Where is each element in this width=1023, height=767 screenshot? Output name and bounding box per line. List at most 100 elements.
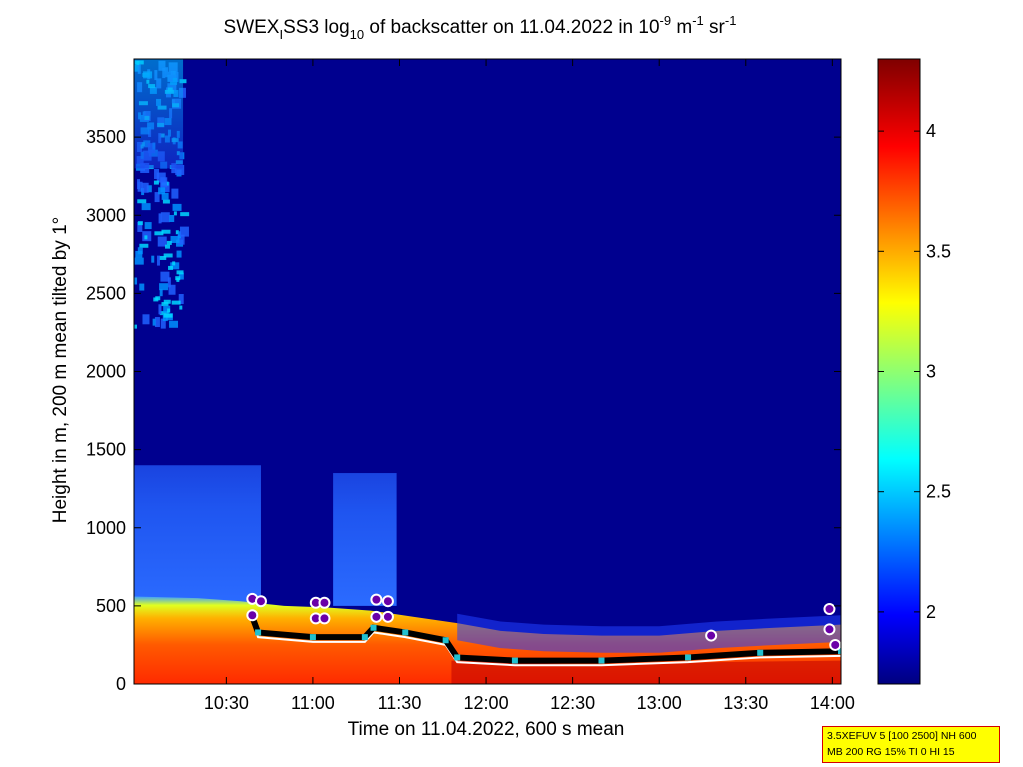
cloud-marker (254, 595, 267, 608)
layer-height-marker (309, 634, 316, 641)
layer-height-marker (511, 657, 518, 664)
dust-speckle (179, 305, 183, 310)
title-exp3: -1 (725, 13, 737, 28)
colorbar-gradient (877, 58, 921, 685)
dust-speckle (134, 324, 137, 329)
dust-speckle (160, 318, 166, 329)
x-tick-label: 12:30 (550, 693, 595, 713)
y-tick-label: 1500 (86, 440, 126, 460)
info-box-line-2: MB 200 RG 15% TI 0 HI 15 (827, 746, 955, 758)
y-tick-label: 1000 (86, 518, 126, 538)
cloud-marker (318, 612, 331, 625)
dust-speckle (137, 181, 143, 192)
dust-speckle (160, 212, 170, 223)
layer-height-marker (255, 629, 262, 636)
dust-speckle (177, 231, 181, 239)
dust-speckle (141, 182, 149, 193)
x-tick-label: 11:30 (378, 693, 422, 713)
dust-speckle (163, 305, 171, 313)
dust-speckle (142, 314, 150, 325)
dust-speckle (151, 255, 155, 263)
dust-speckle (169, 320, 179, 328)
x-tick-label: 12:00 (464, 693, 509, 713)
dust-speckle (156, 255, 160, 266)
dust-speckle (165, 244, 171, 249)
dust-speckle (173, 211, 177, 216)
dust-speckle (137, 221, 143, 232)
dust-speckle (137, 179, 141, 190)
dust-speckle (171, 300, 181, 305)
dust-speckle (161, 229, 171, 234)
dust-speckle (144, 222, 152, 230)
cloud-marker (370, 610, 383, 623)
dust-speckle (153, 180, 159, 185)
dust-speckle (163, 313, 173, 318)
colorbar-tick-label: 2 (926, 602, 936, 622)
dust-speckle (170, 262, 180, 270)
dust-speckle (159, 289, 163, 297)
info-box-line-1: 3.5XEFUV 5 [100 2500] NH 600 (827, 730, 977, 742)
colorbar-tick-label: 3 (926, 362, 936, 382)
dust-speckle (167, 308, 171, 313)
title-log-sub: 10 (350, 27, 364, 42)
upper-dust-plume (134, 59, 184, 169)
dust-speckle (168, 265, 174, 270)
dust-speckle (166, 240, 172, 245)
title-prefix: SWEX (224, 17, 280, 38)
colorbar-tick-label: 2.5 (926, 482, 951, 502)
dust-speckle (137, 221, 143, 226)
dust-speckle (158, 213, 162, 224)
dust-speckle (162, 199, 170, 204)
dust-speckle (163, 253, 173, 258)
dust-speckle (175, 164, 185, 175)
layer-height-marker (370, 624, 377, 631)
dust-speckle (154, 168, 160, 179)
y-tick-label: 0 (116, 674, 126, 694)
dust-speckle (134, 257, 144, 265)
blue-plume-1 (134, 465, 261, 606)
dust-speckle (137, 199, 147, 204)
dust-speckle (160, 271, 170, 282)
title-text: of backscatter on 11.04.2022 in 10 (364, 17, 659, 38)
info-box: 3.5XEFUV 5 [100 2500] NH 600 MB 200 RG 1… (822, 726, 1000, 763)
layer-height-marker (442, 637, 449, 644)
chart-title: SWEXISS3 log10 of backscatter on 11.04.2… (224, 13, 737, 42)
dust-speckle (169, 214, 175, 222)
lower-dark-red-region (451, 660, 841, 684)
y-tick-label: 2500 (86, 283, 126, 303)
dust-speckle (159, 255, 167, 260)
layer-height-marker (361, 634, 368, 641)
layer-height-marker (757, 649, 764, 656)
cloud-marker (381, 610, 394, 623)
dust-speckle (172, 261, 176, 266)
title-unit-sr: sr (704, 17, 726, 38)
dust-speckle (152, 318, 156, 326)
title-exp1: -9 (660, 13, 672, 28)
cloud-marker (829, 638, 841, 651)
dust-speckle (139, 243, 149, 248)
x-axis: 10:30 11:00 11:30 12:00 12:30 13:00 13:30 14:00 (204, 59, 855, 713)
dust-speckle (153, 297, 159, 302)
title-exp2: -1 (692, 13, 704, 28)
dust-speckle (144, 235, 148, 240)
title-mid: SS3 log (283, 17, 350, 38)
dust-speckle (146, 185, 152, 193)
cloud-marker (246, 609, 259, 622)
y-axis: 0 500 1000 1500 2000 2500 3000 3500 (86, 127, 841, 694)
x-axis-label: Time on 11.04.2022, 600 s mean (348, 719, 625, 740)
cloud-marker (823, 603, 836, 615)
dust-speckle (178, 272, 184, 280)
dust-speckle (137, 247, 143, 255)
dust-speckle (157, 236, 167, 247)
dust-speckle (170, 236, 180, 244)
dust-speckle (154, 317, 160, 328)
colorbar-tick-label: 3.5 (926, 241, 951, 261)
dust-speckle (175, 230, 179, 235)
dust-speckle (161, 192, 169, 200)
cloud-marker (705, 629, 718, 642)
dust-speckle (176, 250, 182, 258)
dust-speckle (167, 277, 171, 288)
dust-speckle (139, 283, 145, 291)
y-tick-label: 2000 (86, 362, 126, 382)
